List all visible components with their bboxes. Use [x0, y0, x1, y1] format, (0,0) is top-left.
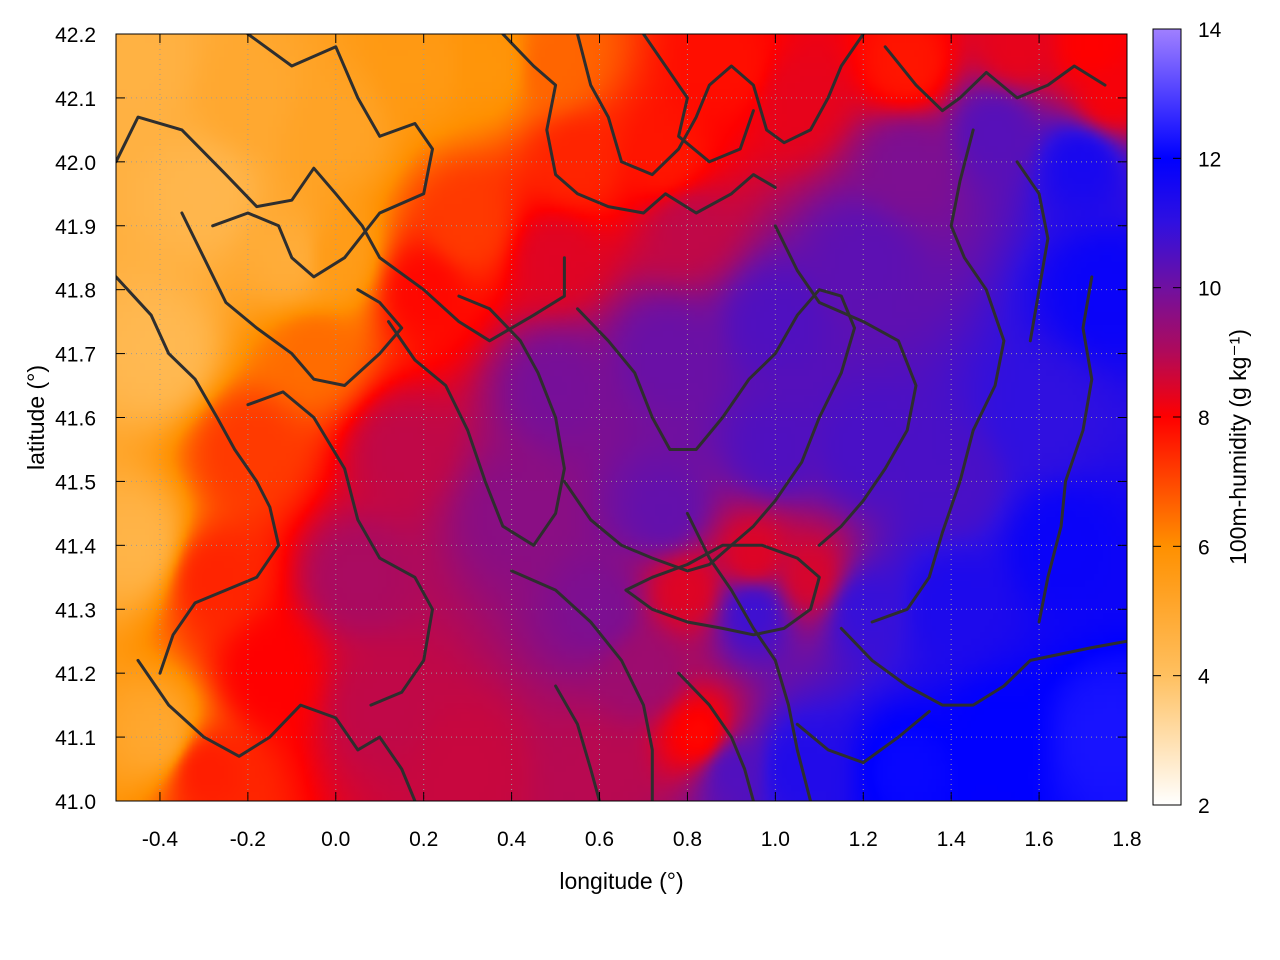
x-tick-label: -0.4 — [142, 828, 179, 851]
contour-line — [136, 658, 417, 801]
contour-line — [116, 275, 281, 675]
y-axis-title: latitude (°) — [23, 365, 49, 470]
contour-line — [180, 211, 404, 387]
contour-line — [387, 294, 566, 547]
x-tick-label: 0.8 — [673, 828, 702, 851]
contour-line — [1015, 160, 1050, 343]
x-tick-label: 1.2 — [849, 828, 878, 851]
contour-line — [624, 543, 821, 637]
contour-line — [773, 224, 918, 547]
contour-line — [510, 569, 654, 801]
colorbar-tick-label: 10 — [1198, 278, 1221, 301]
contour-line — [576, 34, 865, 177]
colorbar-tick-label: 12 — [1198, 148, 1221, 171]
y-tick-label: 41.0 — [55, 791, 96, 814]
x-tick-label: 0.0 — [321, 828, 350, 851]
colorbar: 2 4 6 8 10 12 14 100m-humidity (g kg⁻¹) — [1152, 19, 1251, 818]
contour-line — [211, 34, 434, 279]
y-axis-ticks: 41.0 41.1 41.2 41.3 41.4 41.5 41.6 41.7 41.8 41.9… — [55, 24, 1127, 814]
contour-line — [501, 34, 777, 215]
contour-line — [116, 115, 566, 343]
x-axis-ticks: -0.4 -0.2 0.0 0.2 0.4 0.6 0.8 1.0 1.2 1.4 1.6 1.8 — [142, 34, 1142, 851]
x-tick-label: 0.6 — [585, 828, 614, 851]
y-tick-label: 42.1 — [55, 88, 96, 111]
contour-lines — [116, 34, 1127, 801]
contour-line — [677, 671, 755, 801]
x-tick-label: 1.6 — [1024, 828, 1053, 851]
y-tick-label: 41.4 — [55, 535, 96, 558]
colorbar-tick-label: 6 — [1198, 536, 1210, 559]
contour-line — [870, 128, 1006, 624]
x-tick-label: 0.4 — [497, 828, 527, 851]
colorbar-title: 100m-humidity (g kg⁻¹) — [1225, 329, 1251, 565]
colorbar-tick-label: 8 — [1198, 407, 1210, 430]
y-tick-label: 41.7 — [55, 344, 96, 367]
contour-line — [1037, 275, 1094, 624]
x-tick-label: -0.2 — [230, 828, 266, 851]
x-tick-label: 1.8 — [1112, 828, 1141, 851]
colorbar-ticks: 2 4 6 8 10 12 14 — [1153, 19, 1222, 818]
y-tick-label: 41.8 — [55, 280, 96, 303]
x-tick-label: 1.4 — [937, 828, 967, 851]
contour-line — [685, 511, 812, 801]
colorbar-tick-label: 4 — [1198, 666, 1210, 689]
y-tick-label: 41.5 — [55, 471, 96, 494]
y-tick-label: 42.0 — [55, 152, 96, 175]
contour-line — [554, 684, 601, 801]
colorbar-tick-label: 2 — [1198, 795, 1210, 818]
contour-line — [562, 288, 856, 573]
contour-line — [795, 710, 931, 765]
y-tick-label: 41.1 — [55, 727, 96, 750]
x-axis-title: longitude (°) — [559, 868, 683, 894]
contour-line — [642, 34, 755, 164]
x-tick-label: 0.2 — [409, 828, 438, 851]
y-tick-label: 41.2 — [55, 663, 96, 686]
y-tick-label: 42.2 — [55, 24, 96, 47]
contour-line — [246, 390, 434, 707]
colorbar-tick-label: 14 — [1198, 19, 1222, 42]
y-tick-label: 41.6 — [55, 408, 96, 431]
contour-line — [839, 626, 1127, 707]
x-tick-label: 1.0 — [761, 828, 790, 851]
y-tick-label: 41.9 — [55, 216, 96, 239]
contour-line — [883, 45, 1107, 113]
y-tick-label: 41.3 — [55, 599, 96, 622]
